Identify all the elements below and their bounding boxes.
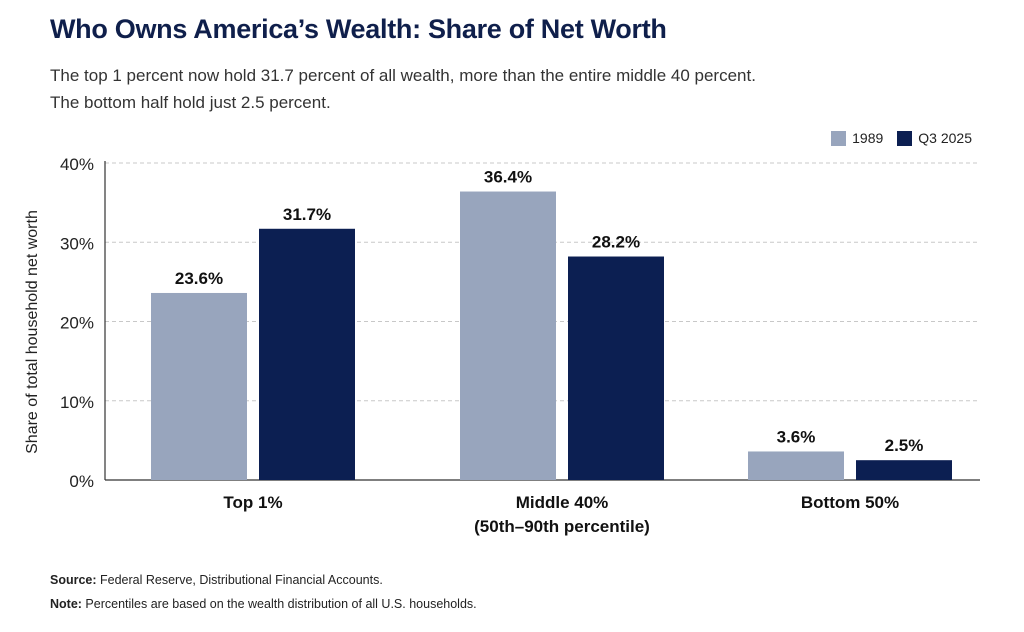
y-tick-label: 40% [60, 155, 94, 174]
x-tick-label: Top 1% [223, 493, 282, 512]
subtitle-line-1: The top 1 percent now hold 31.7 percent … [50, 66, 756, 85]
x-tick-label: Middle 40% [516, 493, 609, 512]
y-tick-label: 10% [60, 393, 94, 412]
y-tick-label: 30% [60, 234, 94, 253]
legend-swatch-1989 [831, 130, 847, 146]
chart-legend: 1989 Q3 2025 [817, 130, 972, 146]
footnote: Note: Percentiles are based on the wealt… [50, 597, 477, 611]
legend-swatch-q3-2025 [897, 130, 913, 146]
y-tick-label: 0% [69, 472, 94, 491]
data-label: 36.4% [484, 168, 532, 187]
data-label: 23.6% [175, 269, 223, 288]
bar-q3-2025 [856, 460, 952, 480]
chart-subtitle: The top 1 percent now hold 31.7 percent … [50, 62, 950, 116]
data-label: 2.5% [885, 436, 924, 455]
y-tick-label: 20% [60, 314, 94, 333]
x-tick-label: (50th–90th percentile) [474, 517, 650, 536]
legend-item-q3-2025: Q3 2025 [897, 130, 972, 146]
x-tick-label: Bottom 50% [801, 493, 899, 512]
data-label: 3.6% [777, 427, 816, 446]
bar-1989 [460, 191, 556, 480]
data-label: 28.2% [592, 233, 640, 252]
note-label: Note: [50, 597, 82, 611]
legend-label-q3-2025: Q3 2025 [918, 130, 972, 146]
note-text: Percentiles are based on the wealth dist… [81, 597, 477, 611]
bar-1989 [748, 451, 844, 480]
source-label: Source: [50, 573, 97, 587]
subtitle-line-2: The bottom half hold just 2.5 percent. [50, 93, 331, 112]
legend-item-1989: 1989 [831, 130, 883, 146]
chart-title: Who Owns America’s Wealth: Share of Net … [50, 14, 667, 44]
source-note: Source: Federal Reserve, Distributional … [50, 573, 383, 587]
bar-q3-2025 [568, 256, 664, 480]
bar-q3-2025 [259, 228, 355, 480]
legend-label-1989: 1989 [852, 130, 884, 146]
data-label: 31.7% [283, 205, 331, 224]
bar-1989 [151, 292, 247, 480]
source-text: Federal Reserve, Distributional Financia… [96, 573, 383, 587]
